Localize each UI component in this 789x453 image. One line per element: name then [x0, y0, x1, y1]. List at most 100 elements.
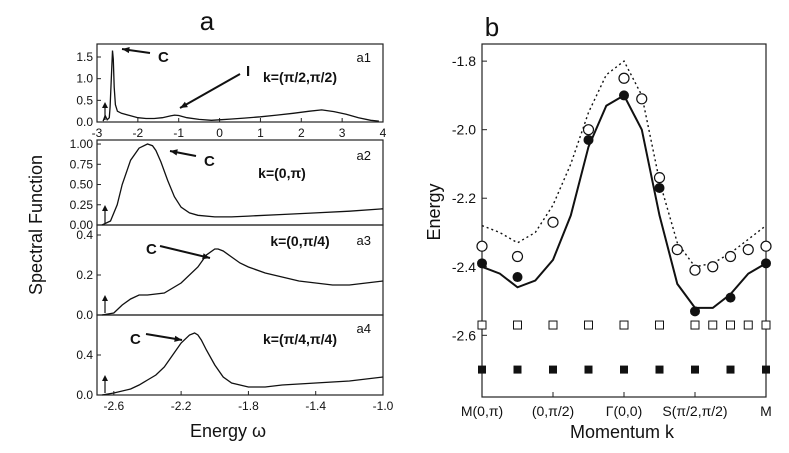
ytick-label-b-3: -2.0: [452, 122, 476, 138]
open-circles-point-11: [742, 244, 754, 256]
ytick-label-a1-3: 1.5: [76, 50, 93, 64]
ytick-label-a4-0: 0.0: [76, 388, 93, 402]
xtick-label-a4-2: -1.8: [238, 399, 259, 413]
spectral-curve-a4: [101, 332, 384, 396]
ytick-label-b-0: -2.6: [452, 327, 476, 343]
xtick-label-a4-3: -1.4: [305, 399, 326, 413]
open-circles-point-0: [476, 240, 488, 252]
xtick-label-a4-1: -2.2: [171, 399, 192, 413]
left-xlabel: Energy ω: [190, 421, 266, 441]
ytick-label-a1-2: 1.0: [76, 72, 93, 86]
open-squares-point-3: [584, 320, 593, 330]
k-label-a1: k=(π/2,π/2): [263, 69, 337, 85]
annotation-c-a4: C: [130, 331, 141, 348]
open-squares-point-1: [513, 320, 522, 330]
k-label-a3: k=(0,π/4): [270, 233, 329, 249]
filled-squares-point-0: [478, 365, 486, 374]
annotation-arrowhead-a2-0: [170, 149, 178, 156]
xtick-label-a1-1: -2: [133, 126, 144, 140]
panel-a4: a4 k=(π/4,π/4): [96, 314, 384, 396]
filled-circles-point-4: [654, 182, 665, 193]
dotted-line-curve: [481, 60, 767, 268]
filled-circles-point-7: [761, 258, 771, 269]
xtick-label-a1-5: 2: [298, 126, 305, 140]
xtick-label-a1-2: -1: [173, 126, 184, 140]
ytick-label-b-4: -1.8: [452, 53, 476, 69]
filled-squares-point-7: [726, 365, 735, 374]
xtick-label-a1-4: 1: [257, 126, 264, 140]
ytick-label-a1-1: 0.5: [76, 93, 93, 107]
panel-label-b: b: [485, 12, 499, 42]
filled-squares-point-2: [549, 365, 557, 374]
xtick-label-a4-4: -1.0: [373, 399, 394, 413]
right-xlabel: Momentum k: [570, 422, 675, 442]
open-circles-point-4: [618, 72, 630, 84]
panel-a4-tag: a4: [357, 321, 371, 336]
solid-line-curve: [481, 94, 767, 309]
ytick-label-a2-3: 0.75: [70, 157, 94, 171]
delta-arrowhead-a1: [102, 102, 108, 108]
annotation-arrowhead-a1-1: [180, 101, 188, 108]
open-circles-point-2: [547, 216, 559, 228]
delta-arrowhead-a3: [102, 295, 108, 301]
open-circles-point-12: [760, 240, 772, 252]
open-squares-point-7: [708, 320, 718, 330]
annotation-c-a3: C: [146, 241, 157, 258]
open-circles-point-6: [653, 172, 666, 184]
xtick-label-b-4: M: [760, 403, 772, 419]
ytick-label-b-1: -2.4: [452, 259, 476, 275]
annotation-arrowhead-a1-0: [122, 47, 130, 54]
filled-circles-point-1: [512, 272, 523, 283]
open-circles-point-7: [671, 244, 683, 256]
open-squares-point-6: [690, 320, 700, 330]
annotation-arrow-a1-1: [179, 73, 241, 109]
k-label-a2: k=(0,π): [258, 165, 306, 181]
filled-circles-point-0: [477, 258, 487, 269]
open-circles-point-9: [707, 261, 719, 273]
xtick-label-a1-7: 4: [380, 126, 387, 140]
open-squares-point-5: [655, 320, 664, 330]
filled-squares-point-8: [762, 365, 770, 374]
spectral-curve-a3: [101, 248, 384, 316]
xtick-label-a4-0: -2.6: [103, 399, 124, 413]
open-circles-point-1: [511, 250, 524, 263]
ytick-label-a3-0: 0.0: [76, 308, 93, 322]
ytick-label-a3-2: 0.4: [76, 228, 93, 242]
open-squares-point-10: [761, 320, 771, 330]
panel-a3: a3 k=(0,π/4): [96, 224, 384, 316]
open-circles-point-10: [724, 250, 737, 263]
filled-circles-point-2: [583, 134, 594, 145]
xtick-label-b-2: Γ(0,0): [606, 403, 643, 419]
filled-squares-point-1: [513, 365, 522, 374]
annotation-c-a1: C: [158, 49, 169, 66]
filled-squares-point-5: [655, 365, 664, 374]
filled-squares-point-6: [691, 365, 699, 374]
open-circles-point-8: [689, 264, 701, 276]
ytick-label-a2-1: 0.25: [70, 198, 94, 212]
xtick-label-b-3: S(π/2,π/2): [662, 403, 727, 419]
open-squares-point-9: [743, 320, 753, 330]
open-circles-point-3: [582, 124, 595, 136]
filled-circles-point-6: [725, 292, 736, 303]
ytick-label-a2-0: 0.00: [70, 218, 94, 232]
xtick-label-a1-3: 0: [216, 126, 223, 140]
annotation-arrow-a3-0: [159, 245, 211, 259]
k-label-a4: k=(π/4,π/4): [263, 331, 337, 347]
panel-a2-tag: a2: [357, 148, 371, 163]
ytick-label-a1-0: 0.0: [76, 115, 93, 129]
panel-a1-tag: a1: [357, 50, 371, 65]
xtick-label-a1-6: 3: [339, 126, 346, 140]
annotation-i-a1: I: [246, 63, 250, 80]
xtick-label-b-0: M(0,π): [461, 403, 503, 419]
open-squares-point-4: [619, 320, 629, 330]
panel-a3-tag: a3: [357, 233, 371, 248]
xtick-label-a1-0: -3: [92, 126, 103, 140]
spectral-curve-a1: [102, 50, 379, 122]
ytick-label-a3-1: 0.2: [76, 268, 93, 282]
spectral-curve-a2: [101, 143, 384, 226]
delta-arrowhead-a2: [102, 205, 108, 211]
open-squares-point-2: [548, 320, 558, 330]
ytick-label-a2-2: 0.50: [70, 178, 94, 192]
ytick-label-a2-4: 1.00: [70, 137, 94, 151]
panel-label-a: a: [200, 6, 215, 36]
